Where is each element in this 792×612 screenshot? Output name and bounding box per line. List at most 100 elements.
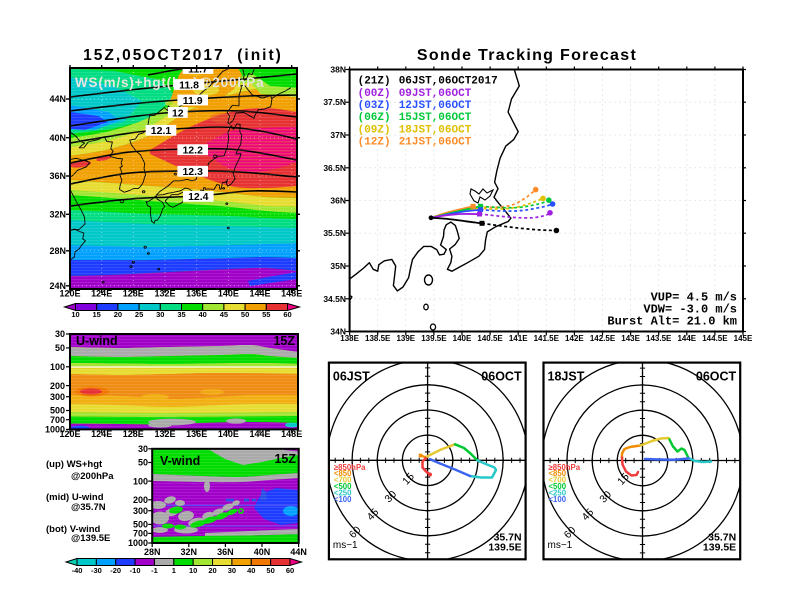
svg-text:138E: 138E (340, 334, 359, 343)
svg-text:100: 100 (50, 362, 65, 372)
svg-text:140.5E: 140.5E (477, 334, 503, 343)
svg-text:@35.7N: @35.7N (71, 502, 106, 513)
svg-text:34N: 34N (330, 327, 346, 337)
svg-text:35.5N: 35.5N (323, 228, 346, 238)
svg-text:12.1: 12.1 (151, 125, 172, 137)
svg-text:36.5N: 36.5N (323, 163, 346, 173)
svg-text:136E: 136E (186, 289, 207, 299)
svg-text:25: 25 (135, 310, 143, 319)
svg-text:37N: 37N (330, 130, 346, 140)
svg-text:200: 200 (50, 381, 65, 391)
svg-text:100: 100 (133, 476, 148, 486)
svg-text:VDW= -3.0 m/s: VDW= -3.0 m/s (643, 303, 737, 317)
svg-text:140E: 140E (218, 289, 239, 299)
svg-text:<250: <250 (549, 489, 567, 498)
svg-text:<850: <850 (334, 469, 352, 478)
svg-text:(up) WS+hgt: (up) WS+hgt (46, 459, 103, 470)
svg-text:148E: 148E (281, 289, 302, 299)
svg-text:128E: 128E (123, 289, 144, 299)
svg-text:15: 15 (93, 310, 101, 319)
svg-text:(21Z): (21Z) (358, 76, 391, 88)
svg-text:136E: 136E (186, 429, 207, 439)
svg-text:<100: <100 (334, 495, 352, 504)
svg-text:500: 500 (50, 406, 65, 416)
svg-text:(09Z): (09Z) (358, 124, 391, 136)
svg-text:(mid) U-wind: (mid) U-wind (46, 492, 104, 503)
svg-text:132E: 132E (154, 429, 175, 439)
svg-text:143E: 143E (621, 334, 640, 343)
svg-text:40: 40 (247, 566, 255, 575)
svg-text:44N: 44N (49, 94, 66, 104)
svg-text:40N: 40N (254, 547, 271, 557)
svg-text:30: 30 (138, 444, 148, 454)
svg-text:144.5E: 144.5E (702, 334, 728, 343)
svg-text:32N: 32N (49, 210, 66, 220)
svg-text:124E: 124E (91, 429, 112, 439)
svg-text:<700: <700 (549, 476, 567, 485)
svg-text:40N: 40N (49, 133, 66, 143)
svg-text:≥850hPa: ≥850hPa (334, 463, 366, 472)
svg-text:144E: 144E (677, 334, 696, 343)
svg-text:128E: 128E (123, 429, 144, 439)
svg-text:12: 12 (172, 107, 184, 119)
svg-text:28N: 28N (49, 246, 66, 256)
svg-text:12.2: 12.2 (182, 145, 203, 157)
svg-text:35: 35 (177, 310, 185, 319)
svg-text:<700: <700 (334, 476, 352, 485)
svg-text:<500: <500 (334, 482, 352, 491)
svg-text:140E: 140E (218, 429, 239, 439)
svg-text:32N: 32N (181, 547, 198, 557)
svg-text:30: 30 (228, 566, 236, 575)
svg-text:06JST,06OCT2017: 06JST,06OCT2017 (399, 76, 498, 88)
svg-text:148E: 148E (281, 429, 302, 439)
svg-text:44N: 44N (290, 547, 307, 557)
svg-text:<500: <500 (549, 482, 567, 491)
svg-text:-40: -40 (72, 566, 83, 575)
svg-text:50: 50 (241, 310, 249, 319)
svg-text:-20: -20 (110, 566, 121, 575)
svg-text:40: 40 (199, 310, 207, 319)
svg-text:12JST,06OCT: 12JST,06OCT (399, 100, 472, 112)
svg-text:10: 10 (189, 566, 197, 575)
svg-text:ms−1: ms−1 (548, 540, 573, 551)
svg-text:28N: 28N (144, 547, 161, 557)
svg-text:-10: -10 (130, 566, 141, 575)
svg-text:15Z,05OCT2017 (init): 15Z,05OCT2017 (init) (83, 47, 283, 64)
svg-text:15Z: 15Z (273, 334, 295, 348)
svg-text:12.3: 12.3 (182, 166, 203, 178)
svg-text:50: 50 (138, 458, 148, 468)
svg-text:ms−1: ms−1 (333, 540, 358, 551)
svg-text:139.5E: 139.5E (703, 542, 736, 554)
svg-text:09JST,06OCT: 09JST,06OCT (399, 88, 472, 100)
svg-text:U-wind: U-wind (76, 334, 118, 348)
svg-text:120E: 120E (59, 429, 80, 439)
svg-text:36N: 36N (49, 171, 66, 181)
svg-text:45: 45 (220, 310, 228, 319)
svg-text:140E: 140E (453, 334, 472, 343)
svg-text:700: 700 (133, 529, 148, 539)
svg-text:60: 60 (286, 566, 294, 575)
svg-text:145E: 145E (734, 334, 753, 343)
svg-text:139.5E: 139.5E (421, 334, 447, 343)
svg-text:<850: <850 (549, 469, 567, 478)
svg-text:142E: 142E (565, 334, 584, 343)
svg-text:36N: 36N (330, 196, 346, 206)
svg-text:30: 30 (55, 329, 65, 339)
svg-text:Burst Alt= 21.0 km: Burst Alt= 21.0 km (607, 315, 737, 329)
svg-text:138.5E: 138.5E (365, 334, 391, 343)
svg-text:(03Z): (03Z) (358, 100, 391, 112)
svg-text:<250: <250 (334, 489, 352, 498)
svg-text:60: 60 (283, 310, 291, 319)
svg-text:WS(m/s)+hgt(km)@200hPa: WS(m/s)+hgt(km)@200hPa (75, 75, 264, 90)
svg-text:12.4: 12.4 (188, 191, 209, 203)
svg-text:55: 55 (262, 310, 270, 319)
svg-text:1: 1 (172, 566, 176, 575)
svg-text:@200hPa: @200hPa (71, 471, 114, 482)
svg-text:36N: 36N (217, 547, 234, 557)
svg-text:24N: 24N (49, 281, 66, 291)
svg-text:35N: 35N (330, 261, 346, 271)
svg-text:37.5N: 37.5N (323, 97, 346, 107)
svg-text:700: 700 (50, 415, 65, 425)
svg-text:34.5N: 34.5N (323, 294, 346, 304)
svg-text:38N: 38N (330, 65, 346, 75)
